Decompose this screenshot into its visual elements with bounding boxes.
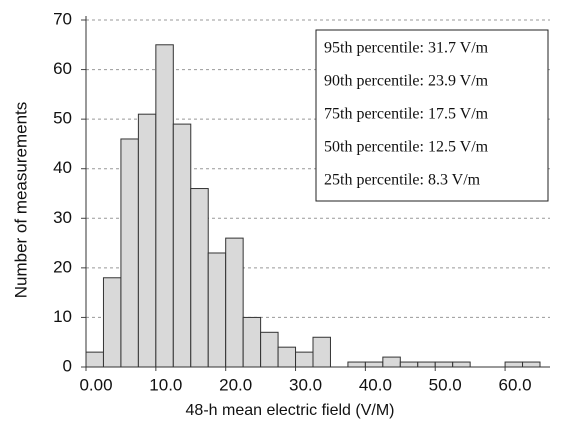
x-tick-label: 0.00: [79, 375, 112, 394]
bar: [295, 351, 314, 368]
x-axis-label: 48-h mean electric field (V/M): [186, 402, 395, 419]
bar: [364, 361, 384, 368]
y-tick-label: 0: [63, 356, 72, 375]
bar: [190, 188, 209, 368]
x-tick-label: 30.0: [289, 375, 322, 394]
y-tick-label: 60: [53, 59, 72, 78]
x-tick-label: 20.0: [219, 375, 252, 394]
y-axis-label: Number of measurements: [11, 102, 30, 299]
y-tick-label: 10: [53, 307, 72, 326]
annotation: 95th percentile: 31.7 V/m: [324, 40, 489, 57]
y-tick-label: 40: [53, 158, 72, 177]
x-tick-label: 50.0: [429, 375, 462, 394]
bar: [260, 331, 279, 368]
bar: [137, 113, 157, 368]
x-tick-label: 40.0: [359, 375, 392, 394]
bar: [399, 361, 419, 368]
annotation: 50th percentile: 12.5 V/m: [324, 139, 489, 156]
bar: [102, 277, 122, 368]
bar: [172, 123, 192, 368]
bar: [434, 361, 454, 368]
y-tick-label: 50: [53, 109, 72, 128]
bar: [207, 252, 227, 368]
bar: [242, 316, 262, 368]
bar: [85, 351, 104, 368]
bar: [120, 138, 139, 368]
x-tick-label: 60.0: [499, 375, 532, 394]
annotation: 25th percentile: 8.3 V/m: [324, 172, 481, 189]
annotation: 75th percentile: 17.5 V/m: [324, 106, 489, 123]
bar: [312, 336, 331, 368]
annotation: 90th percentile: 23.9 V/m: [324, 73, 489, 90]
y-tick-label: 70: [53, 9, 72, 28]
y-tick-label: 20: [53, 257, 72, 276]
bar: [504, 361, 524, 368]
bar: [522, 361, 541, 368]
bar: [382, 356, 401, 368]
x-tick-label: 10.0: [149, 375, 182, 394]
bar: [277, 346, 297, 368]
bar: [347, 361, 366, 368]
annotation-box: [315, 29, 549, 202]
bar: [225, 237, 244, 368]
bar: [155, 44, 174, 368]
bar: [452, 361, 471, 368]
bar: [417, 361, 436, 368]
y-tick-label: 30: [53, 208, 72, 227]
